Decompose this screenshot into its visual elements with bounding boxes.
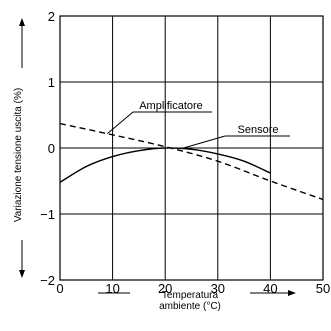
annotation-label-sensore: Sensore [238, 124, 279, 136]
series-line-sensore [60, 147, 271, 183]
plot-frame [59, 15, 324, 281]
y-tick-label: 1 [48, 75, 55, 90]
annotation-leader-amplificatore [107, 111, 134, 135]
y-axis-title: Variazione tensione uscita (%) [13, 18, 25, 278]
x-tick-label: 0 [56, 281, 63, 296]
y-tick-label: 0 [48, 141, 55, 156]
series-layer [60, 122, 323, 201]
x-axis-title: Temperatura ambiente (°C) [98, 290, 296, 312]
y-tick-label: −2 [40, 273, 55, 288]
y-tick-label: 2 [48, 9, 55, 24]
annotation-label-amplificatore: Amplificatore [139, 100, 203, 112]
grid-layer [60, 16, 323, 280]
y-tick-label: −1 [40, 207, 55, 222]
y-axis-arrowhead-down [19, 270, 25, 278]
y-axis-title-text: Variazione tensione uscita (%) [13, 88, 24, 222]
annotation-layer: Amplificatore Sensore [107, 100, 290, 150]
x-axis-arrowhead-right [288, 290, 296, 296]
x-tick-label: 20 [158, 281, 172, 296]
series-line-amplificatore [60, 122, 323, 201]
y-axis-arrowhead-up [19, 18, 25, 26]
x-axis-title-line-1: Temperatura [162, 290, 219, 301]
x-tick-label: 40 [263, 281, 277, 296]
x-axis-title-line-2: ambiente (°C) [159, 301, 221, 312]
x-tick-label: 10 [105, 281, 119, 296]
annotation-leader-sensore [180, 135, 226, 150]
x-tick-label: 30 [211, 281, 225, 296]
x-tick-label: 50 [316, 281, 330, 296]
